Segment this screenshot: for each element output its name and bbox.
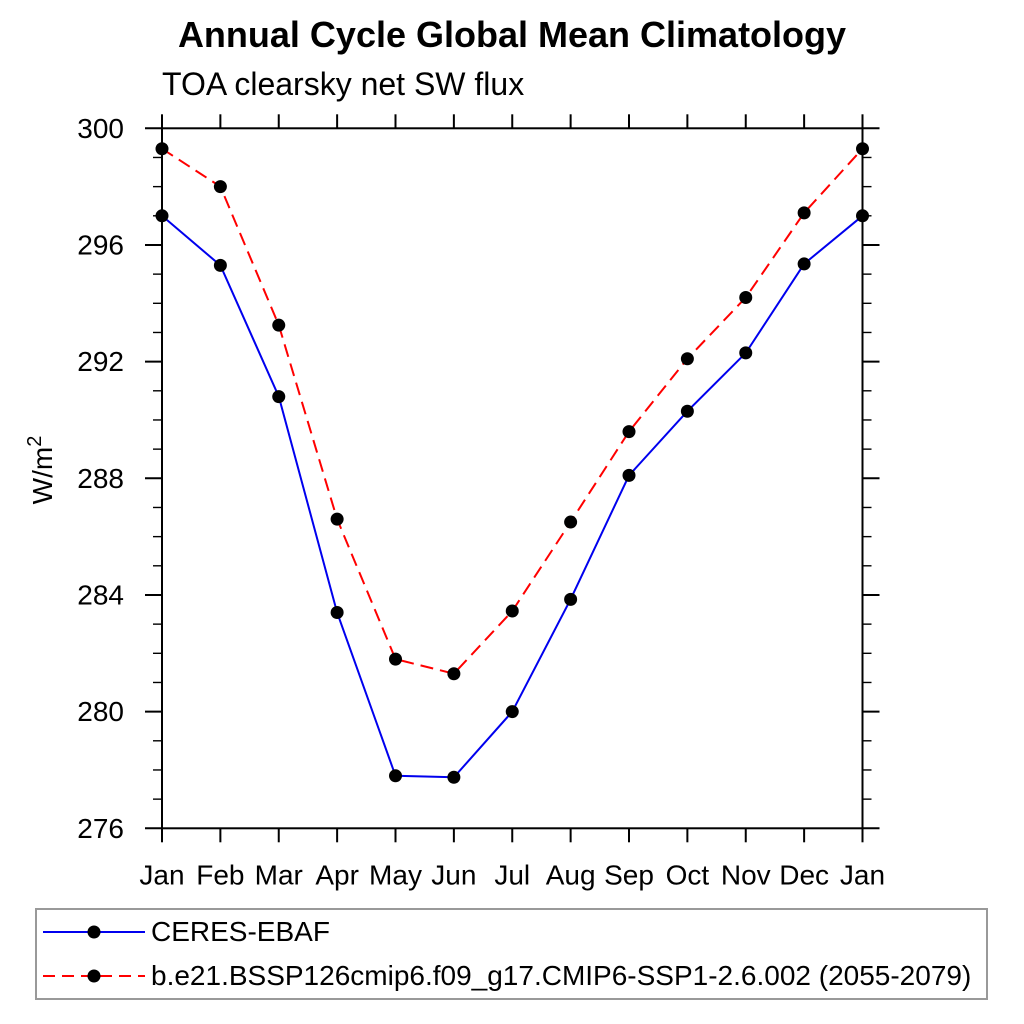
data-point [155, 142, 169, 156]
data-point [680, 404, 694, 418]
x-tick-label: Dec [779, 859, 829, 890]
x-tick-label: May [369, 859, 422, 890]
data-point [856, 142, 869, 156]
data-point [622, 468, 636, 482]
y-tick-label: 276 [77, 813, 124, 844]
data-point [272, 390, 286, 404]
legend-line-sample-solid [43, 925, 145, 939]
data-point [739, 290, 753, 304]
x-tick-label: Oct [666, 859, 710, 890]
data-point [680, 352, 694, 366]
data-point [213, 180, 227, 194]
data-point [155, 209, 169, 223]
plot-area: 276 280 284 288 292 296 300 W/m2 Jan Feb Mar Apr May… [24, 113, 885, 890]
x-tick-label: Jan [840, 859, 885, 890]
series-line [161, 215, 864, 779]
x-tick-label: Feb [196, 859, 244, 890]
series-line [161, 147, 864, 675]
legend-sample-marker [87, 925, 101, 939]
data-point [505, 705, 519, 719]
data-point [739, 346, 753, 360]
x-tick-label: Jul [494, 859, 530, 890]
data-point [564, 515, 578, 529]
legend-sample-marker [87, 969, 101, 983]
data-point [797, 257, 811, 271]
legend-line-sample-dashed [43, 969, 145, 983]
x-tick-label: Aug [546, 859, 596, 890]
data-point [389, 652, 402, 666]
series-1 [155, 142, 869, 681]
y-tick-label: 296 [77, 229, 124, 260]
x-tick-label: Jan [139, 859, 184, 890]
data-point [447, 770, 461, 784]
y-axis-title: W/m2 [24, 436, 58, 505]
data-point [505, 604, 519, 618]
chart-subtitle: TOA clearsky net SW flux [162, 66, 525, 102]
x-tick-label: Sep [604, 859, 654, 890]
y-tick-label: 280 [77, 696, 124, 727]
y-tick-label: 288 [77, 463, 124, 494]
legend-label: b.e21.BSSP126cmip6.f09_g17.CMIP6-SSP1-2.… [151, 960, 972, 991]
legend-label: CERES-EBAF [151, 916, 330, 947]
legend: CERES-EBAF b.e21.BSSP126cmip6.f09_g17.CM… [35, 908, 988, 1000]
chart-title: Annual Cycle Global Mean Climatology [177, 14, 847, 55]
data-point [389, 769, 402, 783]
data-point [330, 605, 344, 619]
x-tick-label: Mar [255, 859, 303, 890]
data-point [330, 512, 344, 526]
data-point [856, 209, 869, 223]
y-tick-label: 284 [77, 579, 124, 610]
data-point [447, 667, 461, 681]
data-point [213, 258, 227, 272]
series-0 [155, 209, 869, 784]
x-tick-label: Nov [721, 859, 771, 890]
data-point [622, 425, 636, 439]
data-point [564, 592, 578, 606]
plot-frame [161, 127, 864, 830]
legend-entry-ceres: CERES-EBAF [37, 912, 986, 952]
y-axis: 276 280 284 288 292 296 300 W/m2 [24, 113, 880, 844]
x-tick-label: Jun [431, 859, 476, 890]
data-point [272, 318, 286, 332]
x-axis: Jan Feb Mar Apr May Jun Jul Aug Sep Oct Nov Dec Jan [139, 114, 885, 890]
y-tick-label: 292 [77, 346, 124, 377]
y-tick-label: 300 [77, 113, 124, 144]
x-tick-label: Apr [315, 859, 359, 890]
data-point [797, 206, 811, 220]
legend-entry-model: b.e21.BSSP126cmip6.f09_g17.CMIP6-SSP1-2.… [37, 956, 986, 996]
